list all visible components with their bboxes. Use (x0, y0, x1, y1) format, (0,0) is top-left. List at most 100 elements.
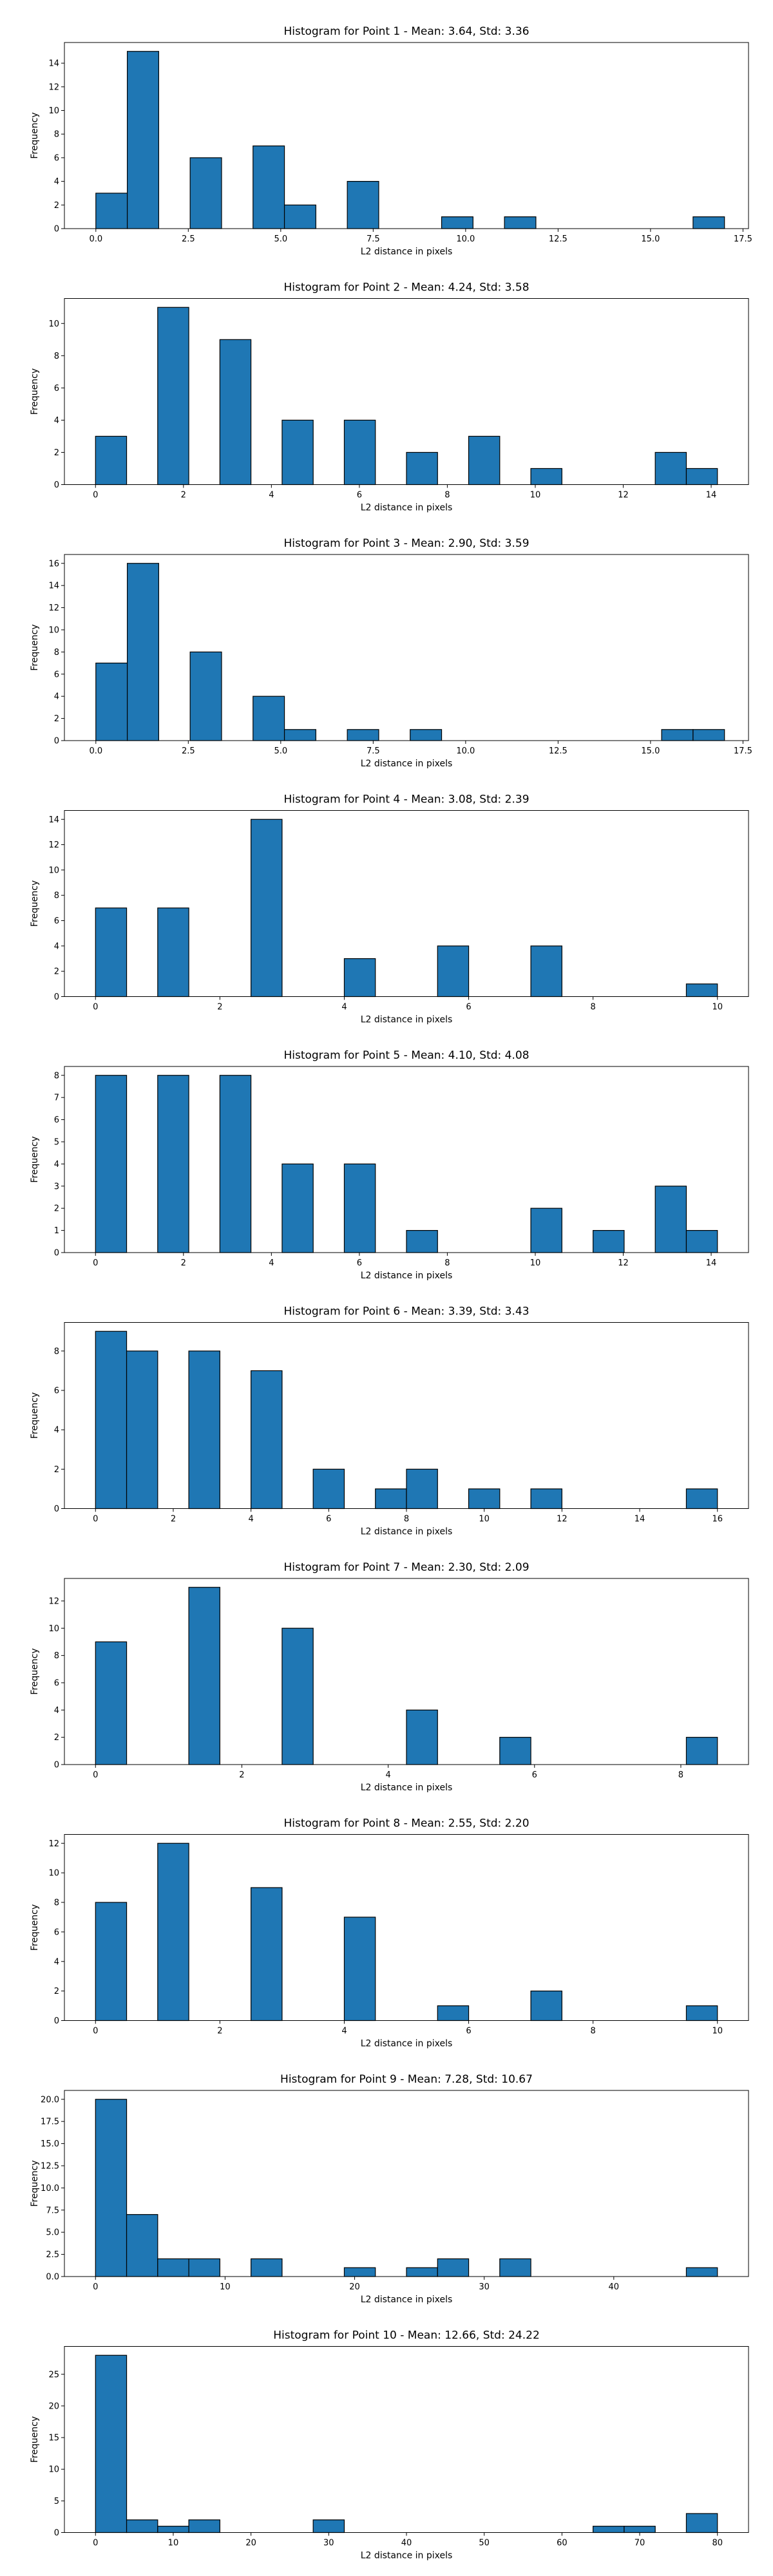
x-tick-label: 0 (93, 491, 98, 500)
x-tick-label: 10 (530, 491, 541, 500)
y-tick-label: 14 (48, 59, 59, 69)
y-tick-label: 20 (48, 2401, 59, 2411)
y-tick-label: 4 (54, 692, 59, 702)
x-tick-label: 2 (181, 491, 186, 500)
histogram-bar (95, 2354, 128, 2533)
y-tick-label: 6 (54, 384, 59, 393)
y-tick-label: 0 (54, 1504, 59, 1514)
y-axis-label: Frequency (30, 1904, 40, 1951)
histogram-bar (343, 2267, 376, 2277)
histogram-bar (126, 51, 159, 229)
y-axis-label: Frequency (30, 2160, 40, 2206)
x-tick-label: 10 (712, 2027, 723, 2036)
y-tick-label: 8 (54, 352, 59, 361)
histogram-bar (253, 696, 285, 741)
y-tick-label: 10 (48, 319, 59, 329)
y-tick-label: 12.5 (41, 2161, 59, 2171)
histogram-bar (126, 2519, 158, 2533)
y-tick-label: 10 (48, 625, 59, 635)
chart-title-3: Histogram for Point 3 - Mean: 2.90, Std:… (283, 537, 529, 550)
histogram-bar (251, 1370, 283, 1510)
histogram-bar (685, 983, 718, 998)
y-tick-label: 8 (54, 648, 59, 658)
x-tick-label: 6 (326, 1515, 331, 1524)
histogram-bar (95, 662, 128, 741)
x-tick-label: 2 (217, 2027, 222, 2036)
histogram-bar (685, 1229, 718, 1253)
histogram-bar (343, 958, 376, 998)
chart-title-10: Histogram for Point 10 - Mean: 12.66, St… (273, 2329, 540, 2342)
histogram-bar (283, 204, 316, 229)
y-axis-label: Frequency (30, 2416, 40, 2463)
y-tick-label: 10 (48, 866, 59, 875)
x-tick-label: 12 (618, 491, 629, 500)
y-tick-label: 2 (54, 1987, 59, 1996)
histogram-bar (189, 157, 222, 229)
x-tick-label: 30 (479, 2282, 490, 2292)
y-tick-label: 4 (54, 1706, 59, 1716)
x-tick-label: 7.5 (367, 234, 380, 244)
x-axis-label: L2 distance in pixels (361, 759, 453, 769)
histogram-bar (468, 1488, 501, 1510)
x-tick-label: 70 (635, 2539, 645, 2548)
x-tick-label: 12 (557, 1515, 568, 1524)
y-tick-label: 4 (54, 177, 59, 187)
histogram-bar (95, 2099, 128, 2277)
chart-title-7: Histogram for Point 7 - Mean: 2.30, Std:… (283, 1561, 529, 1574)
histogram-bar (282, 1163, 314, 1253)
histogram-bar (253, 145, 285, 229)
x-axis-label: L2 distance in pixels (361, 503, 453, 513)
y-tick-label: 0 (54, 1249, 59, 1258)
x-tick-label: 0 (93, 1515, 98, 1524)
x-tick-label: 2.5 (182, 746, 195, 756)
histogram-bar (347, 729, 379, 741)
y-tick-label: 0 (54, 2016, 59, 2026)
x-tick-label: 6 (357, 491, 362, 500)
y-tick-label: 4 (54, 1160, 59, 1170)
histogram-bar (188, 2258, 220, 2277)
histogram-bar (685, 2005, 718, 2022)
plot-frame (64, 2346, 749, 2533)
y-tick-label: 8 (54, 1899, 59, 1908)
histogram-panel-6: Histogram for Point 6 - Mean: 3.39, Std:… (30, 1305, 749, 1537)
histogram-panel-3: Histogram for Point 3 - Mean: 2.90, Std:… (30, 537, 752, 769)
x-tick-label: 8 (444, 491, 450, 500)
x-tick-label: 14 (706, 491, 717, 500)
y-tick-label: 12 (48, 603, 59, 613)
y-axis-label: Frequency (30, 1136, 40, 1182)
histogram-bar (343, 1163, 376, 1253)
y-tick-label: 12 (48, 1839, 59, 1849)
x-tick-label: 4 (248, 1515, 253, 1524)
x-tick-label: 7.5 (367, 746, 380, 756)
y-tick-label: 17.5 (41, 2117, 59, 2127)
histogram-panel-8: Histogram for Point 8 - Mean: 2.55, Std:… (30, 1817, 749, 2049)
histogram-bar (126, 2214, 158, 2277)
histogram-bar (504, 216, 537, 229)
y-tick-label: 6 (54, 1927, 59, 1937)
y-tick-label: 6 (54, 916, 59, 926)
plot-frame (64, 1578, 749, 1765)
chart-title-1: Histogram for Point 1 - Mean: 3.64, Std:… (283, 25, 529, 38)
y-tick-label: 0 (54, 992, 59, 1002)
y-tick-label: 8 (54, 1651, 59, 1661)
y-tick-label: 8 (54, 1071, 59, 1081)
y-tick-label: 4 (54, 416, 59, 426)
y-tick-label: 0 (54, 225, 59, 234)
x-tick-label: 0 (93, 2027, 98, 2036)
y-tick-label: 6 (54, 1678, 59, 1688)
histogram-bar (219, 1075, 252, 1253)
x-tick-label: 60 (557, 2539, 568, 2548)
histogram-bar (126, 1350, 158, 1510)
histogram-bar (95, 193, 128, 229)
chart-title-2: Histogram for Point 2 - Mean: 4.24, Std:… (283, 281, 529, 294)
histogram-bar (437, 2005, 470, 2022)
x-tick-label: 0 (93, 1770, 98, 1780)
y-tick-label: 10 (48, 1869, 59, 1879)
plot-frame (64, 42, 749, 229)
histogram-bar (624, 2526, 656, 2533)
histogram-bar (157, 907, 189, 998)
histogram-bar (126, 563, 159, 741)
y-tick-label: 4 (54, 1957, 59, 1967)
histogram-bar (654, 1186, 687, 1253)
chart-title-5: Histogram for Point 5 - Mean: 4.10, Std:… (283, 1049, 529, 1062)
